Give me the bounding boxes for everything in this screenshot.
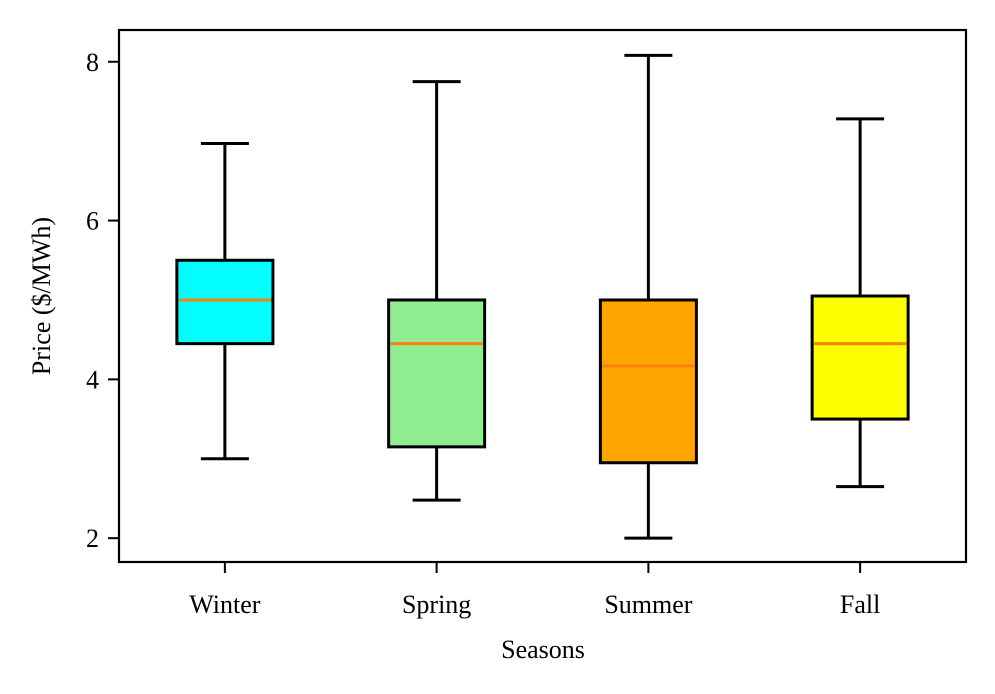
box-fall [810,294,910,421]
box-group-fall [810,117,910,489]
boxes-layer [175,53,910,540]
box-spring [387,298,487,449]
x-tick-label-winter: Winter [189,590,260,619]
y-tick-label-4: 4 [86,365,99,394]
box-summer [598,298,698,465]
box-group-spring [387,80,487,502]
x-tick-label-summer: Summer [604,590,692,619]
box-group-winter [175,142,275,461]
y-axis-label: Price ($/MWh) [27,217,56,375]
x-tick-label-spring: Spring [402,590,471,619]
y-axis: 2 4 6 8 [86,48,119,553]
box-winter [175,258,275,346]
x-axis: Winter Spring Summer Fall [189,562,880,619]
plot-frame [117,28,968,564]
y-tick-label-2: 2 [86,524,99,553]
x-tick-label-fall: Fall [840,590,880,619]
x-axis-label: Seasons [501,635,585,664]
y-tick-label-6: 6 [86,207,99,236]
box-group-summer [598,53,698,540]
y-tick-label-8: 8 [86,48,99,77]
